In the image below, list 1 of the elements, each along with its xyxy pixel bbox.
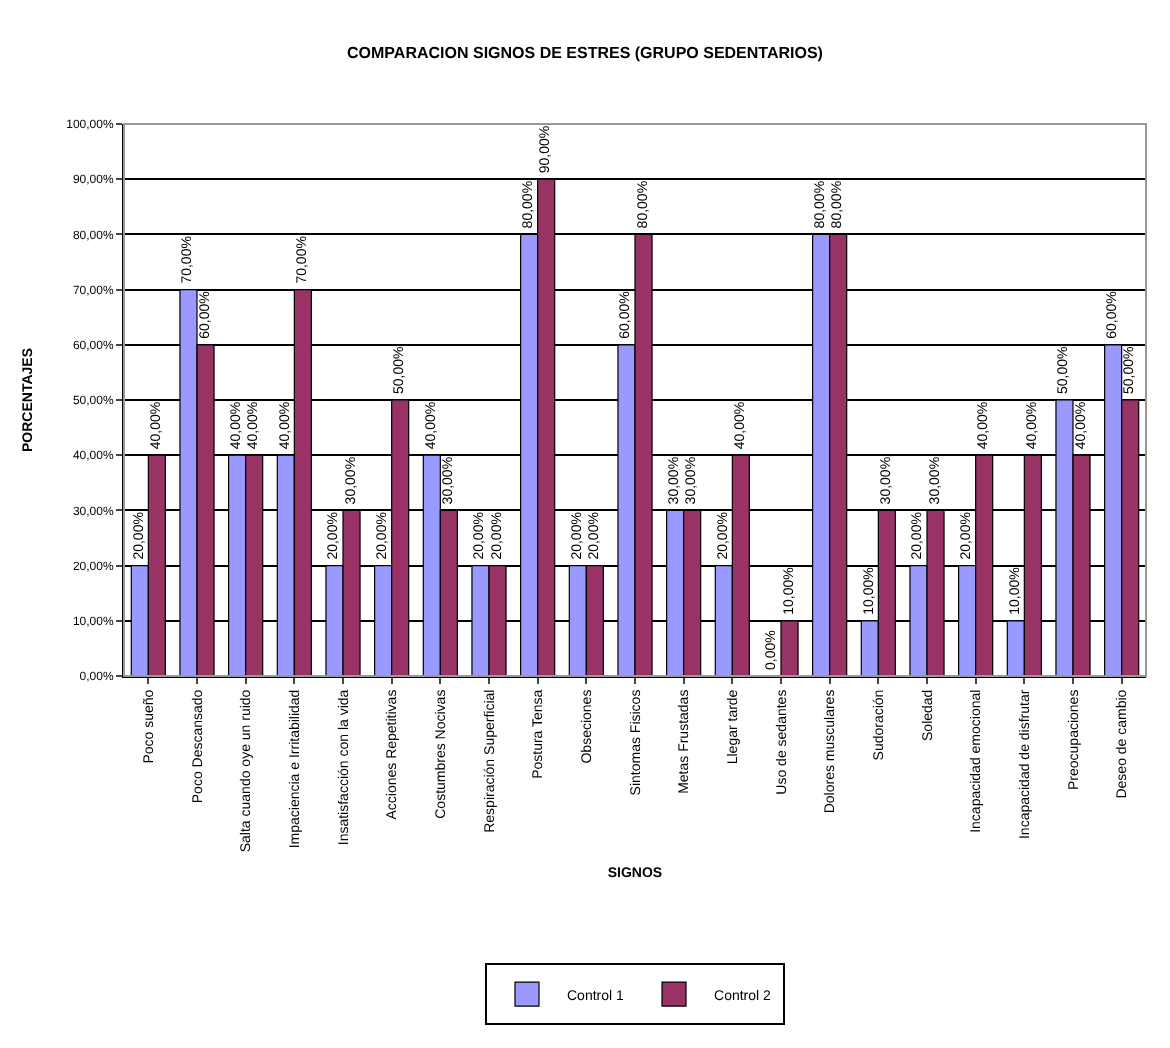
chart-title: COMPARACION SIGNOS DE ESTRES (GRUPO SEDENTARIOS)	[347, 44, 824, 63]
